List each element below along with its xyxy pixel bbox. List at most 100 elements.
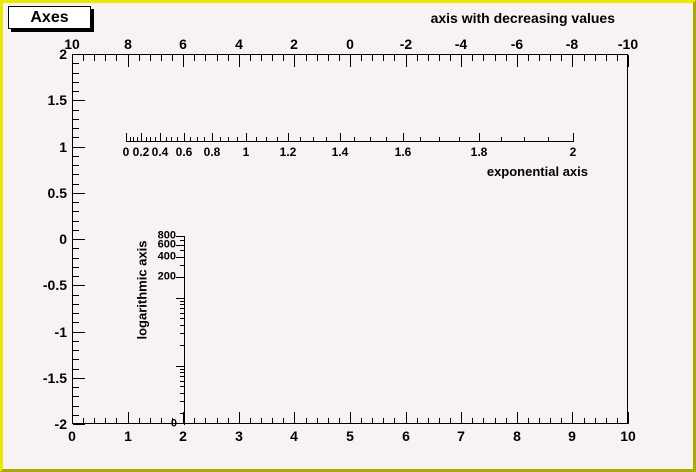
tick xyxy=(180,304,184,305)
tick xyxy=(450,55,451,61)
tick xyxy=(340,133,341,141)
tick xyxy=(197,137,198,141)
tick xyxy=(328,55,329,61)
tick xyxy=(354,137,355,141)
tick-label: 0.8 xyxy=(203,145,221,159)
tick-label: 1.2 xyxy=(279,145,297,159)
tick-label: -0.5 xyxy=(42,277,67,293)
tick xyxy=(73,211,79,212)
tick xyxy=(239,55,240,67)
tick xyxy=(180,313,184,314)
tick-label: 1.6 xyxy=(394,145,412,159)
tick xyxy=(517,412,518,424)
tick-label: -2 xyxy=(399,36,413,52)
tick xyxy=(73,147,85,148)
tick xyxy=(483,418,484,424)
tick xyxy=(73,239,85,240)
tick-label: 1.8 xyxy=(470,145,488,159)
tick xyxy=(73,369,79,370)
tick xyxy=(524,137,525,141)
tick xyxy=(180,318,184,319)
tick-label: 2 xyxy=(569,145,577,159)
tick-label: -1 xyxy=(54,324,67,340)
tick xyxy=(180,333,184,334)
tick-label: 10 xyxy=(64,36,80,52)
tick xyxy=(205,418,206,424)
tick xyxy=(394,418,395,424)
tick xyxy=(150,418,151,424)
tick xyxy=(628,55,629,67)
tick xyxy=(428,55,429,61)
tick xyxy=(161,418,162,424)
tick xyxy=(205,55,206,61)
tick xyxy=(439,55,440,61)
tick xyxy=(584,55,585,61)
tick xyxy=(339,55,340,61)
tick xyxy=(261,418,262,424)
title-box[interactable]: Axes xyxy=(8,6,91,29)
tick-label: 7 xyxy=(457,428,465,444)
tick xyxy=(176,366,184,367)
tick xyxy=(403,133,404,141)
tick xyxy=(94,55,95,61)
tick xyxy=(73,424,85,425)
tick xyxy=(73,359,79,360)
tick-label: 8 xyxy=(124,36,132,52)
tick xyxy=(550,418,551,424)
tick xyxy=(472,55,473,61)
tick xyxy=(73,332,85,333)
tick xyxy=(73,174,79,175)
tick xyxy=(176,298,184,299)
tick xyxy=(228,55,229,61)
tick xyxy=(339,418,340,424)
tick xyxy=(417,55,418,61)
tick-label: 6 xyxy=(179,36,187,52)
tick xyxy=(94,418,95,424)
tick xyxy=(194,418,195,424)
tick-label: -4 xyxy=(454,36,468,52)
tick xyxy=(73,276,79,277)
tick-label: 0.2 xyxy=(132,145,150,159)
tick xyxy=(139,418,140,424)
tick xyxy=(228,418,229,424)
tick xyxy=(166,137,167,141)
tick xyxy=(417,418,418,424)
tick-label: 0 xyxy=(59,231,67,247)
logarithmic-axis-line xyxy=(184,236,185,425)
tick xyxy=(180,381,184,382)
tick xyxy=(370,137,371,141)
tick xyxy=(350,55,351,67)
tick xyxy=(128,55,129,67)
tick xyxy=(172,418,173,424)
tick xyxy=(183,55,184,67)
tick xyxy=(105,418,106,424)
tick xyxy=(183,412,184,424)
tick xyxy=(176,236,184,237)
logarithmic-axis-title: logarithmic axis xyxy=(134,240,150,340)
tick xyxy=(572,412,573,424)
tick xyxy=(277,137,278,141)
tick xyxy=(73,295,79,296)
tick xyxy=(217,55,218,61)
tick xyxy=(250,418,251,424)
tick xyxy=(73,378,85,379)
tick xyxy=(133,137,134,141)
tick-label: -2 xyxy=(54,416,67,432)
tick xyxy=(539,55,540,61)
tick xyxy=(73,406,79,407)
tick xyxy=(73,202,79,203)
tick xyxy=(383,418,384,424)
tick xyxy=(386,137,387,141)
tick xyxy=(73,313,79,314)
tick xyxy=(250,55,251,61)
tick xyxy=(180,265,184,266)
tick xyxy=(73,285,85,286)
tick xyxy=(383,55,384,61)
tick xyxy=(561,418,562,424)
tick-label: 0.4 xyxy=(151,145,169,159)
tick xyxy=(194,55,195,61)
tick xyxy=(139,55,140,61)
tick xyxy=(141,133,142,141)
tick xyxy=(137,137,138,141)
